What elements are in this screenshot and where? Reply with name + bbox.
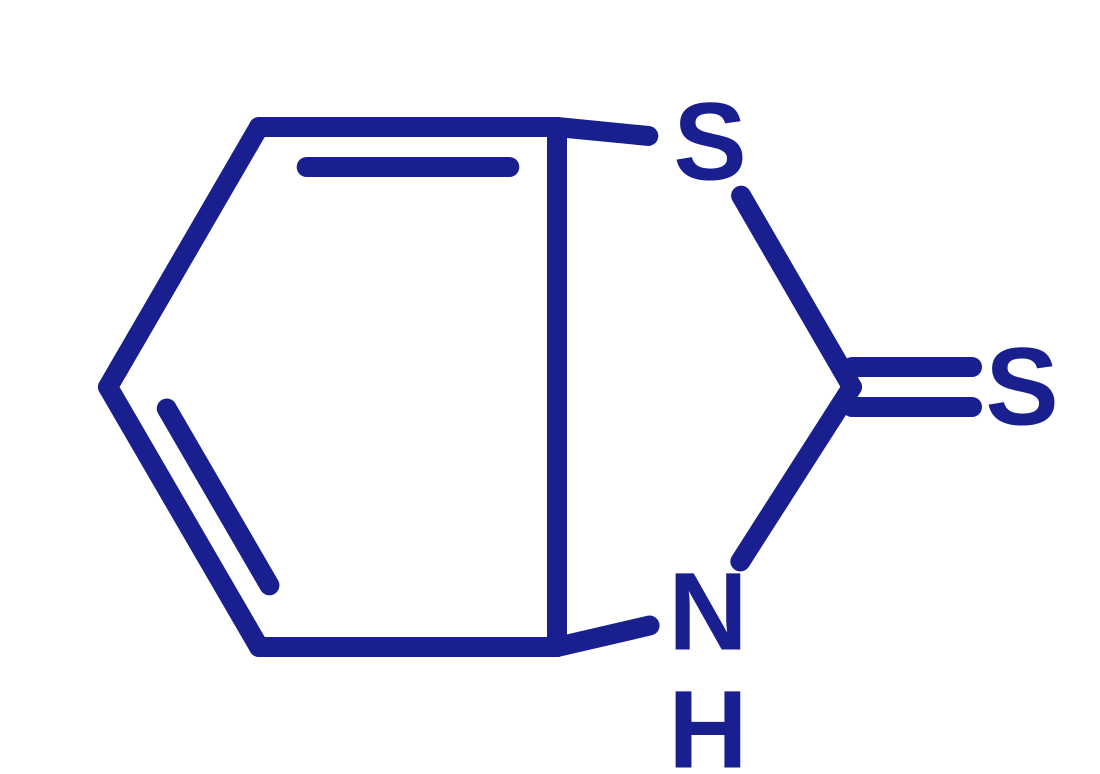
bond bbox=[740, 387, 852, 561]
atom-label-s: S bbox=[673, 81, 746, 204]
atom-label-h: H bbox=[668, 669, 747, 774]
atom-label-s: S bbox=[985, 326, 1058, 449]
atom-label-n: N bbox=[668, 551, 747, 674]
bond bbox=[557, 127, 648, 136]
atom-labels: S NH S bbox=[668, 81, 1058, 774]
bond bbox=[557, 626, 650, 647]
bond bbox=[741, 196, 852, 387]
bonds-group bbox=[108, 127, 972, 647]
bond bbox=[108, 127, 259, 387]
molecule-diagram: S NH S bbox=[0, 0, 1100, 774]
